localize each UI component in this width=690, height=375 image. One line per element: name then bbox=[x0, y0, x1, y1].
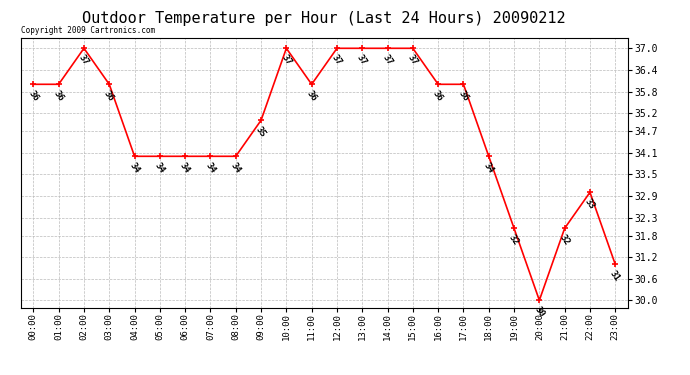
Text: 32: 32 bbox=[558, 233, 571, 247]
Text: 36: 36 bbox=[431, 89, 445, 103]
Text: Outdoor Temperature per Hour (Last 24 Hours) 20090212: Outdoor Temperature per Hour (Last 24 Ho… bbox=[83, 11, 566, 26]
Text: 36: 36 bbox=[457, 89, 470, 103]
Text: 30: 30 bbox=[533, 305, 546, 319]
Text: 36: 36 bbox=[102, 89, 116, 103]
Text: 31: 31 bbox=[609, 269, 622, 283]
Text: 37: 37 bbox=[381, 53, 394, 67]
Text: 34: 34 bbox=[229, 161, 242, 175]
Text: 37: 37 bbox=[355, 53, 369, 67]
Text: 37: 37 bbox=[279, 53, 293, 67]
Text: 37: 37 bbox=[77, 53, 90, 67]
Text: 34: 34 bbox=[204, 161, 217, 175]
Text: 36: 36 bbox=[26, 89, 40, 103]
Text: 33: 33 bbox=[583, 197, 597, 211]
Text: 34: 34 bbox=[178, 161, 192, 175]
Text: 36: 36 bbox=[305, 89, 318, 103]
Text: 34: 34 bbox=[153, 161, 166, 175]
Text: 34: 34 bbox=[128, 161, 141, 175]
Text: 35: 35 bbox=[254, 125, 268, 139]
Text: 36: 36 bbox=[52, 89, 66, 103]
Text: 32: 32 bbox=[507, 233, 521, 247]
Text: 37: 37 bbox=[330, 53, 344, 67]
Text: Copyright 2009 Cartronics.com: Copyright 2009 Cartronics.com bbox=[21, 26, 155, 35]
Text: 37: 37 bbox=[406, 53, 420, 67]
Text: 34: 34 bbox=[482, 161, 495, 175]
